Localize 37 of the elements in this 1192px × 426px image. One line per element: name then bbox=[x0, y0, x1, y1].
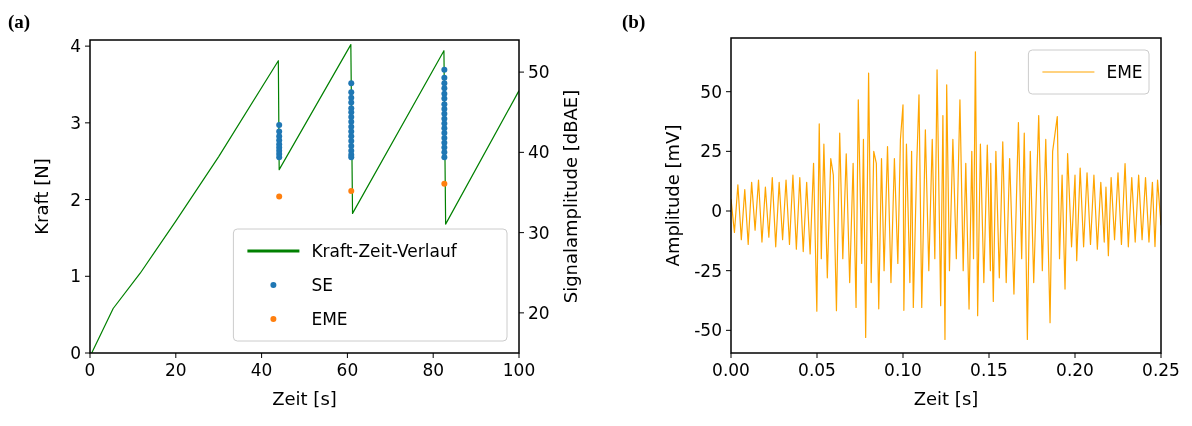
legend-label: Kraft-Zeit-Verlauf bbox=[311, 240, 458, 261]
y2-tick-label: 20 bbox=[528, 302, 550, 323]
x-tick-label: 60 bbox=[336, 360, 359, 380]
y-tick-label: -50 bbox=[694, 320, 722, 341]
x-tick-label: 0.20 bbox=[1056, 360, 1094, 380]
x-tick-label: 100 bbox=[502, 360, 536, 380]
x-tick-label: 0.15 bbox=[970, 360, 1008, 380]
y-tick-label: 0 bbox=[70, 342, 81, 363]
y2-tick-label: 50 bbox=[528, 62, 550, 83]
chart-title: (b) bbox=[622, 11, 646, 33]
x-tick-label: 80 bbox=[422, 360, 445, 380]
y-tick-label: 0 bbox=[711, 200, 722, 221]
y-tick-label: 3 bbox=[70, 112, 81, 133]
y2-axis-title: Signalamplitude [dBAE] bbox=[560, 89, 581, 304]
y-tick-label: 25 bbox=[700, 141, 722, 162]
legend-label: SE bbox=[311, 274, 333, 295]
y-tick-label: 50 bbox=[700, 81, 722, 102]
x-axis-title: Zeit [s] bbox=[272, 388, 337, 409]
legend-label: EME bbox=[1106, 61, 1143, 82]
x-tick-label: 0.25 bbox=[1142, 360, 1180, 380]
x-tick-label: 0 bbox=[84, 360, 96, 380]
x-axis-title: Zeit [s] bbox=[913, 388, 979, 409]
y-axis-title: Kraft [N] bbox=[31, 158, 52, 235]
legend-label: EME bbox=[311, 308, 348, 329]
y-tick-label: -25 bbox=[694, 260, 722, 281]
y2-tick-label: 40 bbox=[528, 142, 550, 163]
y-axis-title: Amplitude [mV] bbox=[662, 124, 683, 267]
x-tick-label: 0.00 bbox=[712, 360, 750, 380]
y-tick-label: 4 bbox=[70, 36, 81, 57]
chart-title: (a) bbox=[8, 11, 31, 33]
x-tick-label: 0.10 bbox=[884, 360, 922, 380]
x-tick-label: 0.05 bbox=[798, 360, 836, 380]
y2-tick-label: 30 bbox=[528, 222, 550, 243]
x-tick-label: 40 bbox=[250, 360, 273, 380]
x-tick-label: 20 bbox=[164, 360, 187, 380]
y-tick-label: 1 bbox=[70, 266, 81, 287]
y-tick-label: 2 bbox=[70, 189, 81, 210]
